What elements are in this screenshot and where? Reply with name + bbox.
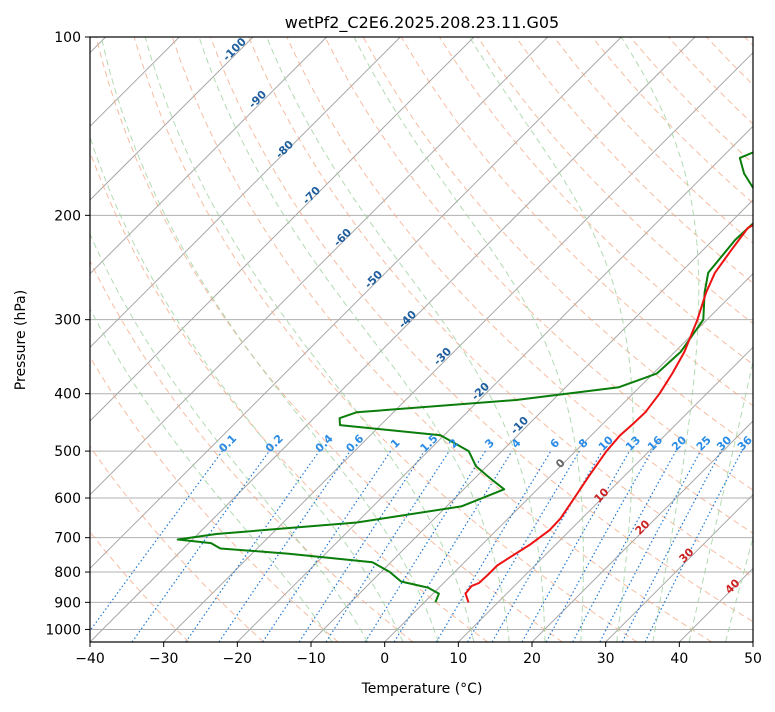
x-tick-label: −30 [149,651,179,667]
x-tick-label: −10 [296,651,326,667]
x-tick-label: 40 [670,651,688,667]
x-tick-label: −20 [223,651,253,667]
y-tick-label: 600 [54,491,81,507]
y-tick-label: 700 [54,531,81,547]
y-axis-title: Pressure (hPa) [13,290,29,390]
y-tick-label: 100 [54,30,81,46]
y-tick-label: 500 [54,444,81,460]
y-tick-label: 900 [54,595,81,611]
y-tick-label: 300 [54,313,81,329]
x-tick-label: −40 [75,651,105,667]
x-tick-label: 10 [449,651,467,667]
y-tick-label: 200 [54,208,81,224]
x-tick-label: 30 [597,651,615,667]
y-tick-label: 1000 [45,622,81,638]
y-tick-label: 800 [54,565,81,581]
x-tick-label: 20 [523,651,541,667]
chart-title: wetPf2_C2E6.2025.208.23.11.G05 [285,13,559,33]
x-tick-label: 0 [380,651,389,667]
y-tick-label: 400 [54,387,81,403]
x-axis-title: Temperature (°C) [361,681,483,697]
x-tick-label: 50 [744,651,762,667]
